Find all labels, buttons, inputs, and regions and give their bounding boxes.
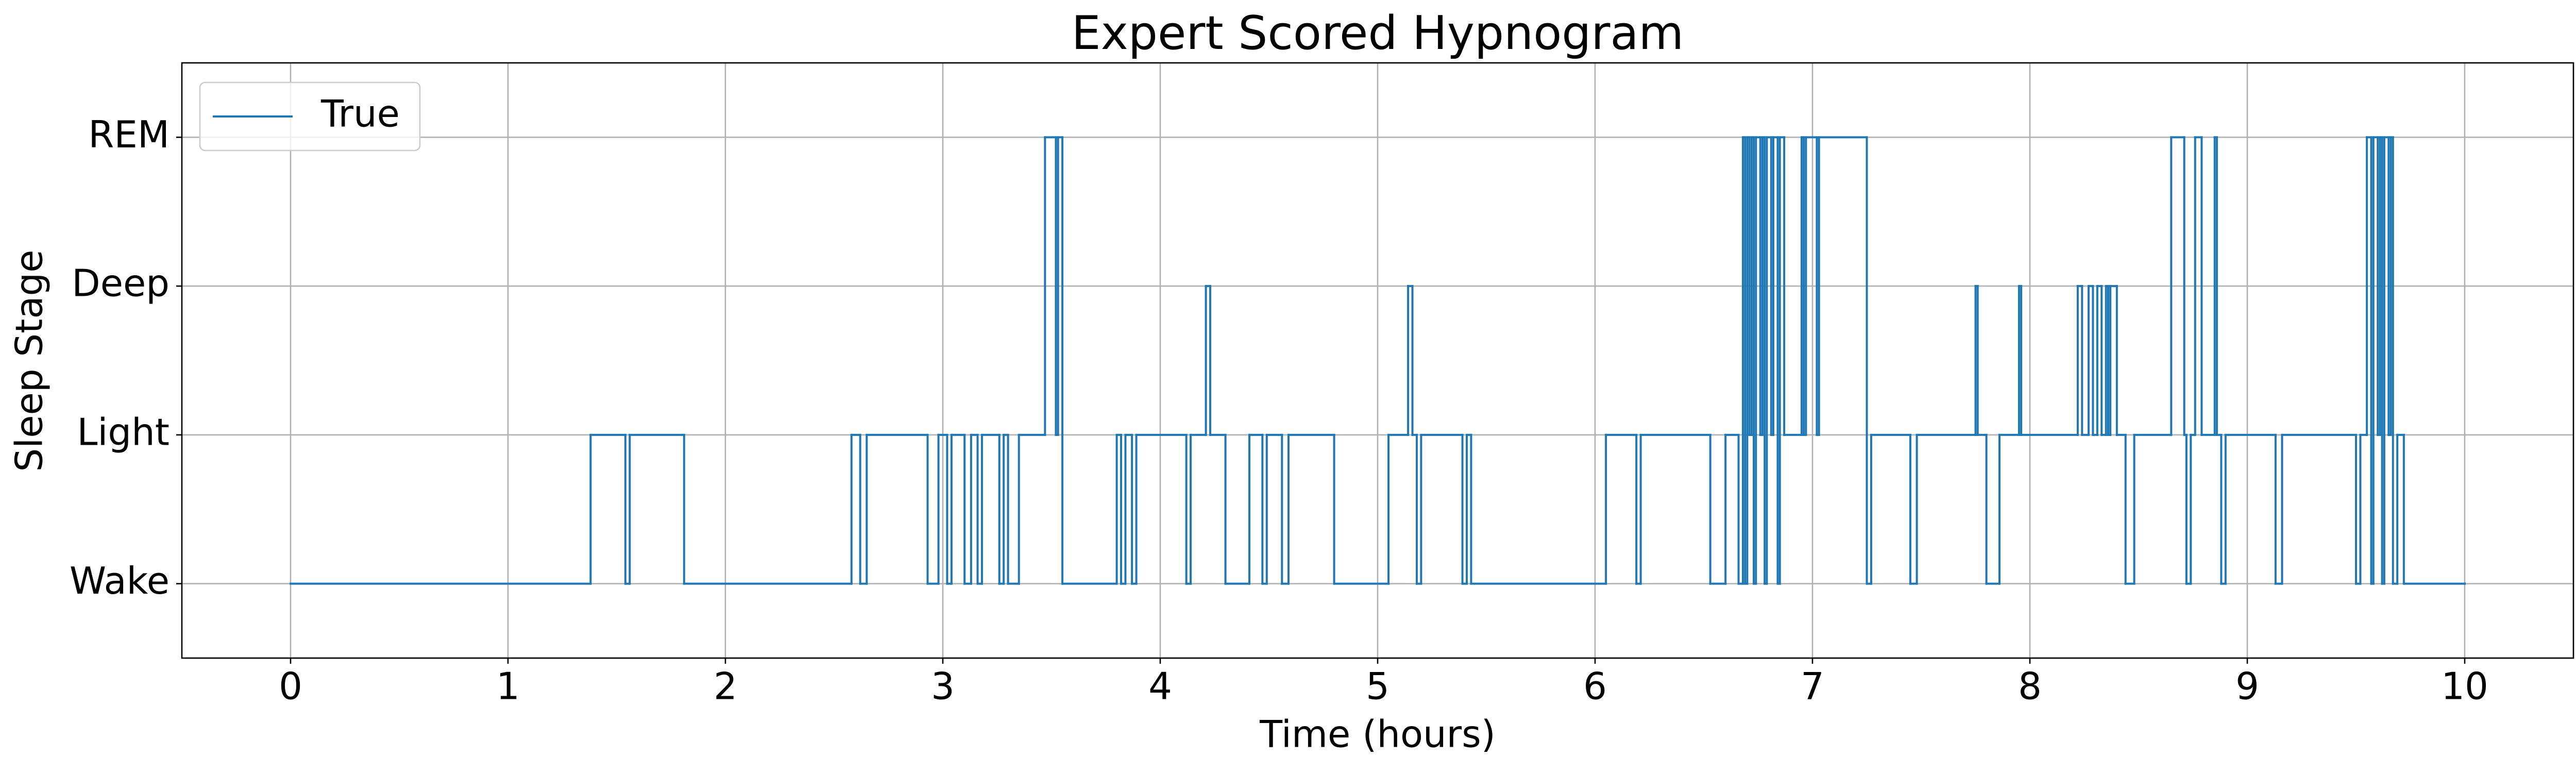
x-tick-label: 2 — [714, 665, 737, 708]
x-tick-label: 8 — [2018, 665, 2042, 708]
x-tick-label: 6 — [1583, 665, 1607, 708]
legend-label: True — [320, 92, 400, 136]
y-tick-label: Light — [77, 410, 170, 453]
x-tick-label: 10 — [2441, 665, 2488, 708]
x-axis-label: Time (hours) — [1259, 713, 1496, 756]
plot-frame — [181, 62, 2574, 659]
y-tick-label: REM — [88, 113, 170, 156]
series-line — [290, 136, 2466, 585]
legend-box — [199, 81, 421, 152]
legend: True — [199, 81, 421, 152]
y-axis-label: Sleep Stage — [8, 250, 51, 472]
x-tick-label: 7 — [1801, 665, 1824, 708]
y-tick-label: Deep — [72, 262, 170, 305]
x-tick-label: 1 — [496, 665, 520, 708]
x-tick-label: 3 — [931, 665, 955, 708]
x-tick-label: 4 — [1148, 665, 1172, 708]
x-tick-label: 5 — [1366, 665, 1389, 708]
y-tick-label: Wake — [70, 559, 170, 602]
chart-title: Expert Scored Hypnogram — [1072, 6, 1684, 60]
x-tick-label: 9 — [2235, 665, 2259, 708]
x-tick-label: 0 — [279, 665, 302, 708]
